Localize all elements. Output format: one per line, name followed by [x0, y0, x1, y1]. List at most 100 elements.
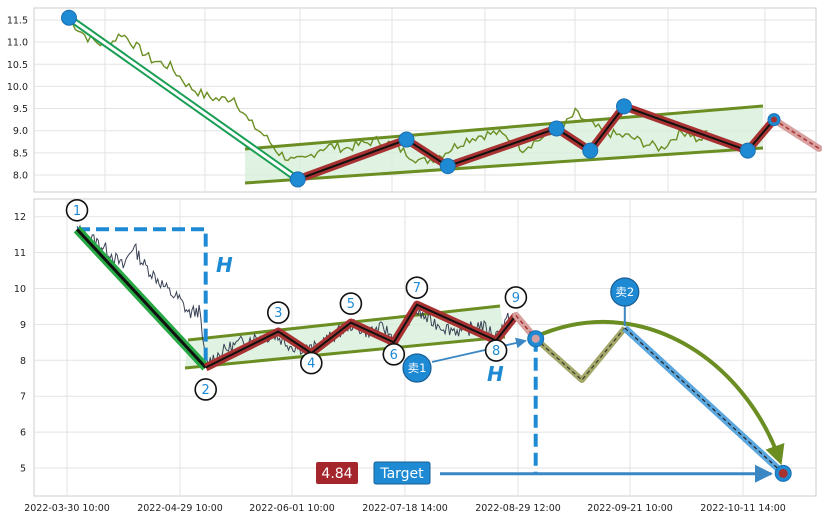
pivot-number: 2	[202, 383, 210, 398]
pivot-circle	[504, 286, 528, 309]
top-projection-core	[773, 118, 820, 150]
sell1-circle	[402, 353, 432, 383]
pivot-number: 6	[390, 348, 398, 363]
pivot-circle	[484, 339, 508, 362]
top-trend-path	[296, 102, 822, 184]
bottom-y-tick-label: 10	[14, 284, 26, 295]
target-label-badge: Target	[373, 461, 431, 485]
pivot-label-9: 9	[504, 286, 528, 309]
bottom-channel-lower	[184, 335, 506, 370]
pivot-circle	[65, 198, 89, 222]
pivot-number: 8	[492, 344, 500, 359]
pivot-label-8: 8	[484, 339, 508, 362]
pivot-circle	[339, 292, 363, 315]
top-y-tick-label: 10.0	[7, 82, 28, 93]
bottom-y-tick-label: 7	[20, 392, 26, 403]
sell1-arrow	[431, 337, 527, 363]
bottom-price-line	[76, 224, 515, 367]
target-label-text: Target	[379, 466, 424, 482]
x-tick-label: 2022-03-30 10:00	[24, 503, 110, 514]
top-y-tick-label: 8.0	[13, 171, 28, 182]
target-label-bg	[373, 461, 431, 485]
target-value-text: 4.84	[321, 466, 352, 482]
pivot-circle	[405, 276, 429, 299]
bottom-y-tick-label: 11	[14, 248, 26, 259]
top-pivot-marker	[289, 171, 306, 188]
bottom-y-tick-label: 9	[20, 320, 26, 331]
pivot-label-2: 2	[194, 378, 217, 401]
x-tick-label: 2022-09-21 10:00	[587, 503, 673, 514]
x-tick-label: 2022-04-29 10:00	[137, 503, 223, 514]
top-y-tick-label: 11.5	[7, 15, 28, 26]
pivot-circle	[299, 351, 323, 375]
bottom-y-tick-label: 12	[14, 212, 26, 223]
top-pivot-marker	[439, 158, 456, 175]
bottom-trend-core	[205, 303, 517, 369]
pivot-label-4: 4	[299, 351, 323, 375]
top-trend-core	[297, 105, 775, 181]
sell2-circle	[610, 277, 640, 307]
x-tick-label: 2022-06-01 10:00	[249, 503, 335, 514]
pivot-number: 7	[413, 281, 421, 296]
target-value-bg	[316, 462, 358, 484]
forecast-path	[533, 325, 786, 476]
top-downtrend-line	[66, 14, 300, 183]
top-pivot-marker	[582, 142, 599, 159]
bottom-panel-frame	[33, 198, 817, 497]
projection-arc	[534, 319, 785, 466]
target-line	[431, 305, 792, 483]
top-y-tick-label: 8.5	[13, 148, 28, 159]
x-axis: 2022-03-30 10:00 2022-04-29 10:00 2022-06-…	[24, 503, 786, 514]
top-grid	[34, 8, 816, 192]
bottom-y-tick-label: 8	[20, 356, 26, 367]
top-channel-lower	[244, 146, 764, 185]
pivot-number: 3	[274, 306, 282, 321]
forecast-zigzag-core	[535, 327, 626, 381]
pivot-label-3: 3	[266, 301, 290, 324]
target-marker-inner	[778, 468, 788, 478]
forecast-down-core	[624, 327, 784, 474]
pivot-label-7: 7	[405, 276, 429, 299]
bottom-tail-core	[515, 314, 537, 340]
sell2-badge: 卖2	[610, 277, 640, 307]
height-label-2: H	[487, 362, 504, 386]
sell2-text: 卖2	[615, 285, 634, 299]
top-y-axis: 8.0 8.5 9.0 9.5 10.0 10.5 11.0 11.5	[7, 15, 28, 181]
pivot-labels: 1 2 3 4 5 6 7 8 9	[65, 198, 528, 401]
top-pivot-marker	[61, 9, 77, 26]
pivot-label-6: 6	[382, 343, 406, 366]
height-bracket	[77, 227, 208, 368]
top-pivot-marker	[616, 98, 632, 115]
x-tick-label: 2022-07-18 14:00	[362, 503, 448, 514]
top-panel: 8.0 8.5 9.0 9.5 10.0 10.5 11.0 11.5	[7, 7, 822, 193]
height-label-1: H	[216, 253, 233, 277]
pivot-number: 9	[512, 291, 520, 306]
sell1-text: 卖1	[408, 361, 427, 375]
pivot-circle	[266, 301, 290, 324]
bottom-channel-fill	[185, 306, 505, 368]
bottom-trend-path	[203, 300, 540, 372]
badges: 卖1 卖2 4.84 Target	[316, 277, 640, 485]
target-value-badge: 4.84	[316, 462, 358, 484]
x-tick-label: 2022-10-11 14:00	[700, 503, 786, 514]
top-channel-upper	[244, 104, 764, 151]
sell1-badge: 卖1	[402, 353, 432, 383]
bottom-y-tick-label: 6	[20, 428, 26, 439]
top-pivot-marker	[548, 120, 565, 137]
top-y-tick-label: 11.0	[7, 38, 28, 49]
pivot-label-5: 5	[339, 292, 363, 315]
pivot-number: 5	[347, 297, 355, 312]
top-pivot-marker	[398, 131, 415, 148]
pivot-label-1: 1	[65, 198, 89, 222]
pivot-circle	[382, 343, 406, 366]
pivot-circle	[194, 378, 217, 401]
x-tick-label: 2022-08-29 12:00	[475, 503, 561, 514]
bottom-y-axis: 5 6 7 8 9 10 11 12	[14, 212, 26, 474]
top-pivot-markers	[61, 9, 781, 188]
height-measure: HH	[77, 227, 538, 474]
breakout-marker-inner	[531, 334, 540, 343]
pivot-number: 4	[307, 357, 315, 372]
top-last-dot	[771, 116, 777, 123]
